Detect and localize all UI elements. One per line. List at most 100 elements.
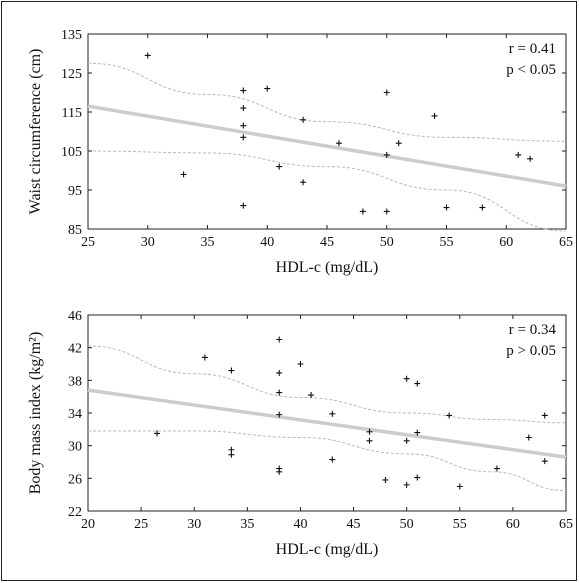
x-tick-label: 40 — [293, 517, 307, 532]
y-tick-label: 30 — [68, 440, 82, 455]
y-tick-label: 115 — [62, 106, 82, 121]
data-point — [276, 389, 283, 396]
x-axis-label: HDL-c (mg/dL) — [276, 541, 379, 558]
confidence-band — [87, 62, 567, 232]
y-tick-label: 125 — [61, 67, 82, 82]
y-tick-label: 46 — [68, 309, 82, 324]
plot-area-frame — [87, 33, 567, 230]
y-tick-label: 135 — [61, 28, 82, 43]
data-point — [329, 410, 336, 417]
data-point — [144, 52, 151, 59]
data-point — [527, 155, 534, 162]
x-tick-label: 20 — [81, 517, 95, 532]
data-point — [335, 140, 342, 147]
data-point — [264, 85, 271, 92]
data-point — [240, 122, 247, 129]
data-point — [240, 202, 247, 209]
x-tick-label: 30 — [187, 517, 201, 532]
data-point — [383, 208, 390, 215]
data-point — [366, 437, 373, 444]
confidence-band — [87, 345, 567, 492]
data-point — [201, 354, 208, 361]
fit-line — [87, 104, 567, 188]
data-point — [541, 458, 548, 465]
data-point — [403, 437, 410, 444]
data-point — [403, 481, 410, 488]
data-point — [180, 171, 187, 178]
y-tick-label: 42 — [68, 342, 82, 357]
data-points — [144, 52, 534, 215]
x-tick-label: 45 — [347, 517, 361, 532]
regression-line — [87, 388, 567, 459]
x-axis-label: HDL-c (mg/dL) — [276, 259, 379, 276]
data-point — [395, 140, 402, 147]
data-point — [366, 428, 373, 435]
data-point — [525, 434, 532, 441]
x-tick-label: 50 — [380, 235, 394, 250]
data-point — [431, 112, 438, 119]
x-tick-label: 60 — [499, 235, 513, 250]
data-point — [240, 105, 247, 112]
data-point — [240, 87, 247, 94]
x-tick-label: 65 — [559, 235, 573, 250]
axis-ticks: 20 25 30 35 40 45 50 55 60 65 22 26 30 34 38 42 46 — [68, 309, 573, 532]
y-tick-label: 26 — [68, 472, 82, 487]
x-tick-label: 40 — [260, 235, 274, 250]
data-point — [403, 375, 410, 382]
data-point — [414, 474, 421, 481]
x-tick-label: 30 — [141, 235, 155, 250]
x-tick-label: 45 — [320, 235, 334, 250]
data-point — [383, 151, 390, 158]
x-tick-label: 65 — [559, 517, 573, 532]
bmi-scatter-panel: 20 25 30 35 40 45 50 55 60 65 22 26 30 34 38 42 46 HDL-c… — [27, 309, 573, 558]
data-point — [515, 151, 522, 158]
y-tick-label: 22 — [68, 505, 82, 520]
y-tick-label: 95 — [68, 184, 82, 199]
data-points — [154, 336, 548, 490]
fit-line — [87, 388, 567, 459]
data-point — [443, 204, 450, 211]
y-tick-label: 38 — [68, 374, 82, 389]
x-tick-label: 35 — [240, 517, 254, 532]
data-point — [276, 369, 283, 376]
data-point — [240, 134, 247, 141]
ci-upper-curve — [87, 345, 567, 424]
data-point — [456, 483, 463, 490]
data-point — [479, 204, 486, 211]
data-point — [308, 392, 315, 399]
waist-scatter-panel: 25 30 35 40 45 50 55 60 65 85 95 105 115 125 135 HDL-c… — [27, 28, 573, 276]
plot-area-frame — [87, 314, 567, 512]
x-tick-label: 55 — [453, 517, 467, 532]
data-point — [446, 412, 453, 419]
y-axis-label: Waist circumference (cm) — [27, 49, 44, 215]
data-point — [228, 451, 235, 458]
y-tick-label: 34 — [68, 407, 82, 422]
x-tick-label: 35 — [201, 235, 215, 250]
x-tick-label: 55 — [440, 235, 454, 250]
x-tick-label: 60 — [506, 517, 520, 532]
data-point — [383, 89, 390, 96]
p-value: p < 0.05 — [506, 62, 556, 78]
data-point — [276, 163, 283, 170]
y-tick-label: 105 — [61, 145, 82, 160]
data-point — [297, 361, 304, 367]
data-point — [414, 429, 421, 436]
data-point — [276, 468, 283, 475]
ci-lower-curve — [87, 150, 567, 232]
p-value: p > 0.05 — [506, 343, 556, 359]
data-point — [276, 336, 283, 343]
data-point — [382, 476, 389, 483]
axis-ticks: 25 30 35 40 45 50 55 60 65 85 95 105 115 125 135 — [61, 28, 573, 250]
data-point — [228, 367, 235, 374]
data-point — [300, 116, 307, 123]
x-tick-label: 50 — [400, 517, 414, 532]
y-tick-label: 85 — [68, 223, 82, 238]
data-point — [414, 380, 421, 387]
y-axis-label: Body mass index (kg/m²) — [27, 332, 44, 495]
ci-lower-curve — [88, 430, 567, 492]
data-point — [493, 465, 500, 472]
x-tick-label: 25 — [134, 517, 148, 532]
data-point — [300, 179, 307, 186]
